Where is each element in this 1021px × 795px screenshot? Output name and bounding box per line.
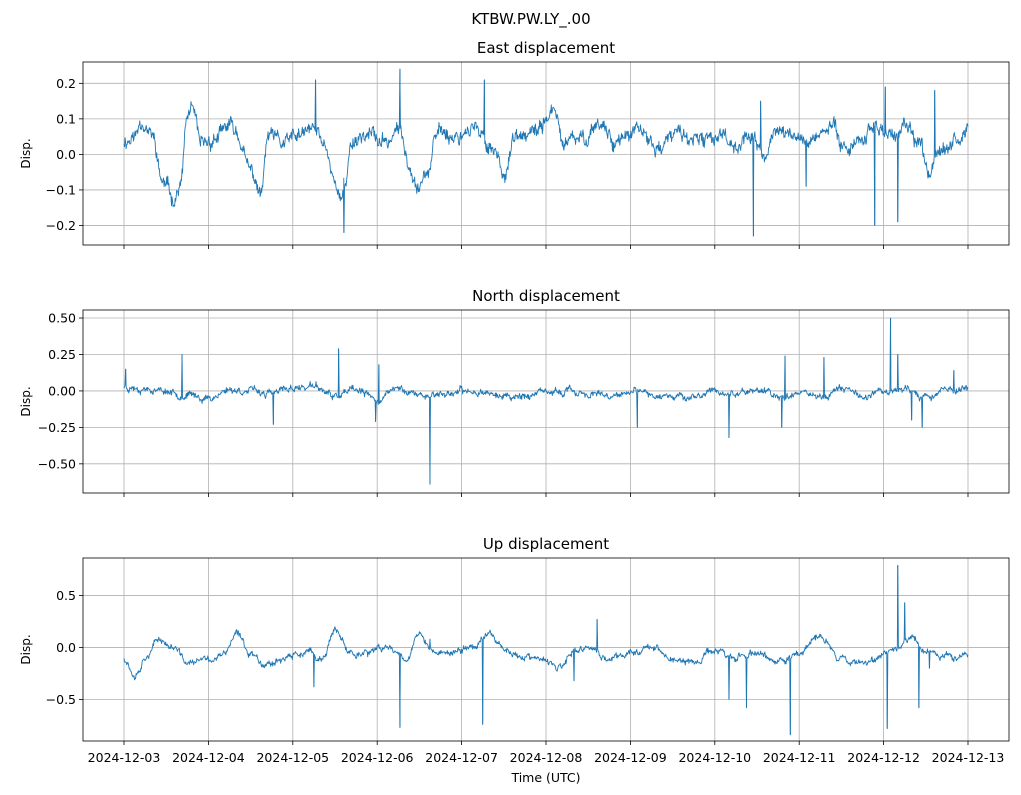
x-tick-label: 2024-12-05 [256,750,329,765]
x-tick-label: 2024-12-03 [88,750,161,765]
y-tick-label: 0.5 [56,588,76,603]
x-tick-label: 2024-12-12 [847,750,920,765]
x-tick-label: 2024-12-04 [172,750,245,765]
x-tick-label: 2024-12-07 [425,750,498,765]
x-tick-label: 2024-12-06 [341,750,414,765]
axes-frame [82,557,1010,742]
panel-title: East displacement [477,39,615,57]
axes-frame [82,61,1010,246]
y-tick-label: 0.0 [56,640,76,655]
series-line [123,317,969,485]
y-tick-label: 0.25 [48,347,76,362]
y-tick-label: −0.1 [46,182,76,197]
y-tick-label: −0.2 [46,218,76,233]
axes-frame [82,309,1010,494]
panel-title: North displacement [472,287,620,305]
panel-2: North displacement Disp. −0.50 −0.25 0.00 0.2… [19,287,1010,497]
panel-3: Up displacement Disp. 2024-12-03 2024-12-04… [19,535,1010,765]
y-tick-label: 0.1 [56,111,76,126]
y-tick-label: 0.50 [48,311,76,326]
x-tick-label: 2024-12-13 [932,750,1005,765]
series-line [123,68,969,237]
x-tick-label: 2024-12-08 [510,750,583,765]
y-tick-label: 0.00 [48,383,76,398]
x-tick-label: 2024-12-11 [763,750,836,765]
y-axis-label: Disp. [19,634,33,664]
y-axis-label: Disp. [19,138,33,168]
panel-1: East displacement Disp. −0.2 −0.1 0.0 0.1 0.2 [19,39,1010,249]
series-line [123,564,969,736]
y-tick-label: 0.0 [56,147,76,162]
y-axis-label: Disp. [19,386,33,416]
figure-suptitle: KTBW.PW.LY_.00 [471,10,590,29]
panel-title: Up displacement [483,535,609,553]
y-tick-label: −0.25 [38,420,76,435]
y-tick-label: −0.5 [46,692,76,707]
x-axis-label: Time (UTC) [510,770,580,785]
y-tick-label: −0.50 [38,456,76,471]
y-tick-label: 0.2 [56,76,76,91]
x-tick-label: 2024-12-09 [594,750,667,765]
x-tick-label: 2024-12-10 [678,750,751,765]
